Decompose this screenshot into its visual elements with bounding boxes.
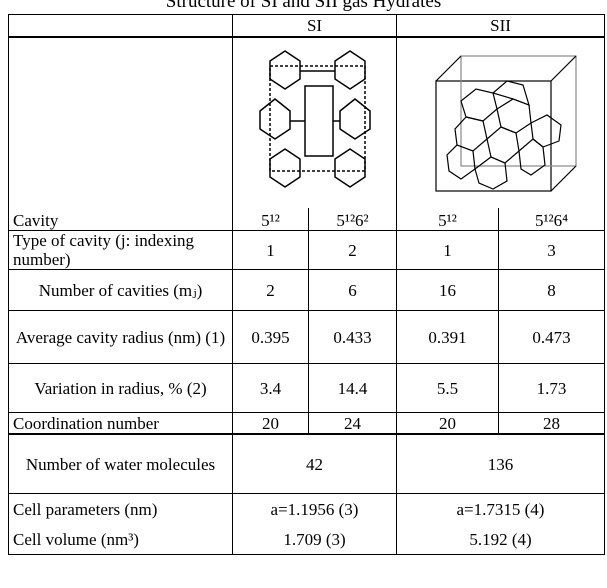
cell: 5.5 [397, 364, 499, 413]
si-structure [240, 41, 390, 201]
cavity: 5¹² [233, 208, 309, 231]
cell: 20 [233, 413, 309, 435]
cell: 14.4 [309, 364, 397, 413]
cell: 1 [397, 231, 499, 270]
cell: 2 [233, 270, 309, 311]
row-label: Type of cavity (j: indexing number) [9, 231, 233, 270]
cell: 8 [499, 270, 605, 311]
row-label: Number of water molecules [9, 434, 233, 494]
cell: 20 [397, 413, 499, 435]
page: Structure of SI and SII gas Hydrates SI … [0, 0, 607, 588]
merged-row: Cell parameters (nm)a=1.1956 (3)a=1.7315… [9, 494, 605, 525]
row-label: Cavity [9, 208, 233, 231]
cell: 1 [233, 231, 309, 270]
row-label: Coordination number [9, 413, 233, 435]
row-label: Cell volume (nm³) [9, 524, 233, 555]
cell: 0.433 [309, 311, 397, 364]
cell: 2 [309, 231, 397, 270]
table: SI SII Cavity 5¹² 5¹²6² 5¹² 5¹²6⁴ Type o… [8, 14, 605, 555]
corner [9, 15, 233, 38]
cavity: 5¹²6² [309, 208, 397, 231]
cell: 1.709 (3) [233, 524, 397, 555]
cell: 3.4 [233, 364, 309, 413]
cavity: 5¹² [397, 208, 499, 231]
row-label: Average cavity radius (nm) (1) [9, 311, 233, 364]
cavity: 5¹²6⁴ [499, 208, 605, 231]
row-label: Cell parameters (nm) [9, 494, 233, 525]
row-label: Number of cavities (mⱼ) [9, 270, 233, 311]
sii-image [397, 37, 605, 208]
title: Structure of SI and SII gas Hydrates [0, 0, 607, 13]
sii-structure [421, 41, 581, 201]
header-row: SI SII [9, 15, 605, 38]
row-label: Variation in radius, % (2) [9, 364, 233, 413]
cell: a=1.7315 (4) [397, 494, 605, 525]
header: SI [233, 15, 397, 38]
cell: 5.192 (4) [397, 524, 605, 555]
empty [9, 37, 233, 208]
cavity-row: Cavity 5¹² 5¹²6² 5¹² 5¹²6⁴ [9, 208, 605, 231]
cell: 16 [397, 270, 499, 311]
image-row [9, 37, 605, 208]
cell: 1.73 [499, 364, 605, 413]
cell: 0.395 [233, 311, 309, 364]
merged-row: Cell volume (nm³)1.709 (3)5.192 (4) [9, 524, 605, 555]
cell: 3 [499, 231, 605, 270]
cell: 42 [233, 434, 397, 494]
header: SII [397, 15, 605, 38]
cell: 28 [499, 413, 605, 435]
cell: a=1.1956 (3) [233, 494, 397, 525]
si-image [233, 37, 397, 208]
cell: 136 [397, 434, 605, 494]
cell: 24 [309, 413, 397, 435]
cell: 0.391 [397, 311, 499, 364]
cell: 0.473 [499, 311, 605, 364]
cell: 6 [309, 270, 397, 311]
